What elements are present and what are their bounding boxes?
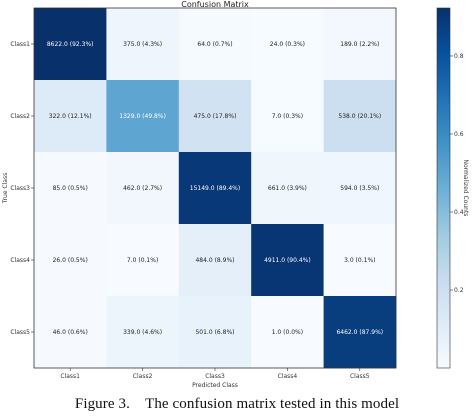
colorbar-tick-label: 0.6 xyxy=(454,131,464,138)
cell-value-label: 85.0 (0.5%) xyxy=(53,185,88,192)
heatmap-cell xyxy=(323,80,397,153)
heatmap-cell xyxy=(178,296,252,369)
y-tick-label: Class2 xyxy=(10,113,30,120)
colorbar-tick-label: 0.8 xyxy=(454,53,464,60)
cell-value-label: 46.0 (0.6%) xyxy=(53,329,88,336)
heatmap-cell-labels: 8622.0 (92.3%) 375.0 (4.3%) 64.0 (0.7%) 24.… xyxy=(47,41,383,336)
colorbar-tick-label: 0.4 xyxy=(454,209,464,216)
cell-value-label: 1.0 (0.0%) xyxy=(272,329,303,336)
cell-value-label: 64.0 (0.7%) xyxy=(197,41,232,48)
cell-value-label: 538.0 (20.1%) xyxy=(338,113,381,120)
heatmap-cell xyxy=(106,80,180,153)
cell-value-label: 26.0 (0.5%) xyxy=(53,257,88,264)
cell-value-label: 594.0 (3.5%) xyxy=(340,185,379,192)
cell-value-label: 1329.0 (49.8%) xyxy=(119,113,166,120)
x-axis-ticks: Class1 Class2 Class3 Class4 Class5 xyxy=(60,368,370,380)
heatmap-cell xyxy=(106,8,180,81)
cell-value-label: 189.0 (2.2%) xyxy=(340,41,379,48)
cell-value-label: 15149.0 (89.4%) xyxy=(190,185,240,192)
cell-value-label: 501.0 (6.8%) xyxy=(195,329,234,336)
heatmap-cell xyxy=(34,80,107,153)
cell-value-label: 6462.0 (87.9%) xyxy=(336,329,383,336)
cell-value-label: 322.0 (12.1%) xyxy=(49,113,92,120)
heatmap-cell xyxy=(178,152,252,225)
colorbar-ticks: 0.2 0.4 0.6 0.8 xyxy=(450,53,464,294)
heatmap-cell xyxy=(178,80,252,153)
heatmap-cell xyxy=(251,8,324,81)
cell-value-label: 339.0 (4.6%) xyxy=(123,329,162,336)
cell-value-label: 661.0 (3.9%) xyxy=(268,185,307,192)
chart-title: Confusion Matrix xyxy=(181,0,249,9)
x-tick-label: Class3 xyxy=(205,373,225,380)
figure-caption: Figure 3. The confusion matrix tested in… xyxy=(74,396,400,412)
colorbar xyxy=(436,7,451,369)
y-tick-label: Class4 xyxy=(10,257,30,264)
y-axis-label: True Class xyxy=(2,173,9,204)
heatmap-cell xyxy=(106,296,180,369)
heatmap-cell xyxy=(323,224,397,297)
colorbar-tick-label: 0.2 xyxy=(454,287,464,294)
colorbar-label: Normalized Counts xyxy=(462,160,469,217)
heatmap-cell xyxy=(178,224,252,297)
heatmap-cell xyxy=(323,296,397,369)
cell-value-label: 7.0 (0.3%) xyxy=(272,113,303,120)
heatmap-cell xyxy=(251,296,324,369)
heatmap-cell xyxy=(106,224,180,297)
heatmap-cell xyxy=(178,8,252,81)
heatmap-cell xyxy=(34,296,107,369)
y-axis-ticks: Class1 Class2 Class3 Class4 Class5 xyxy=(10,41,34,336)
heatmap-cell xyxy=(251,80,324,153)
heatmap-cell xyxy=(251,152,324,225)
cell-value-label: 7.0 (0.1%) xyxy=(127,257,158,264)
cell-value-label: 484.0 (8.9%) xyxy=(195,257,234,264)
x-axis-label: Predicted Class xyxy=(192,382,238,389)
y-tick-label: Class5 xyxy=(10,329,30,336)
heatmap-cell xyxy=(323,152,397,225)
cell-value-label: 3.0 (0.1%) xyxy=(344,257,375,264)
x-tick-label: Class4 xyxy=(278,373,298,380)
heatmap-cell xyxy=(34,224,107,297)
heatmap-cell xyxy=(251,224,324,297)
cell-value-label: 4911.0 (90.4%) xyxy=(264,257,311,264)
x-tick-label: Class1 xyxy=(60,373,80,380)
cell-value-label: 462.0 (2.7%) xyxy=(123,185,162,192)
heatmap-cells xyxy=(34,8,397,369)
heatmap-cell xyxy=(106,152,180,225)
heatmap-cell xyxy=(323,8,397,81)
y-tick-label: Class3 xyxy=(10,185,30,192)
heatmap-cell xyxy=(34,8,107,81)
x-tick-label: Class2 xyxy=(133,373,153,380)
cell-value-label: 375.0 (4.3%) xyxy=(123,41,162,48)
cell-value-label: 8622.0 (92.3%) xyxy=(47,41,94,48)
cell-value-label: 475.0 (17.8%) xyxy=(194,113,237,120)
y-tick-label: Class1 xyxy=(10,41,30,48)
cell-value-label: 24.0 (0.3%) xyxy=(270,41,305,48)
heatmap-cell xyxy=(34,152,107,225)
x-tick-label: Class5 xyxy=(350,373,370,380)
